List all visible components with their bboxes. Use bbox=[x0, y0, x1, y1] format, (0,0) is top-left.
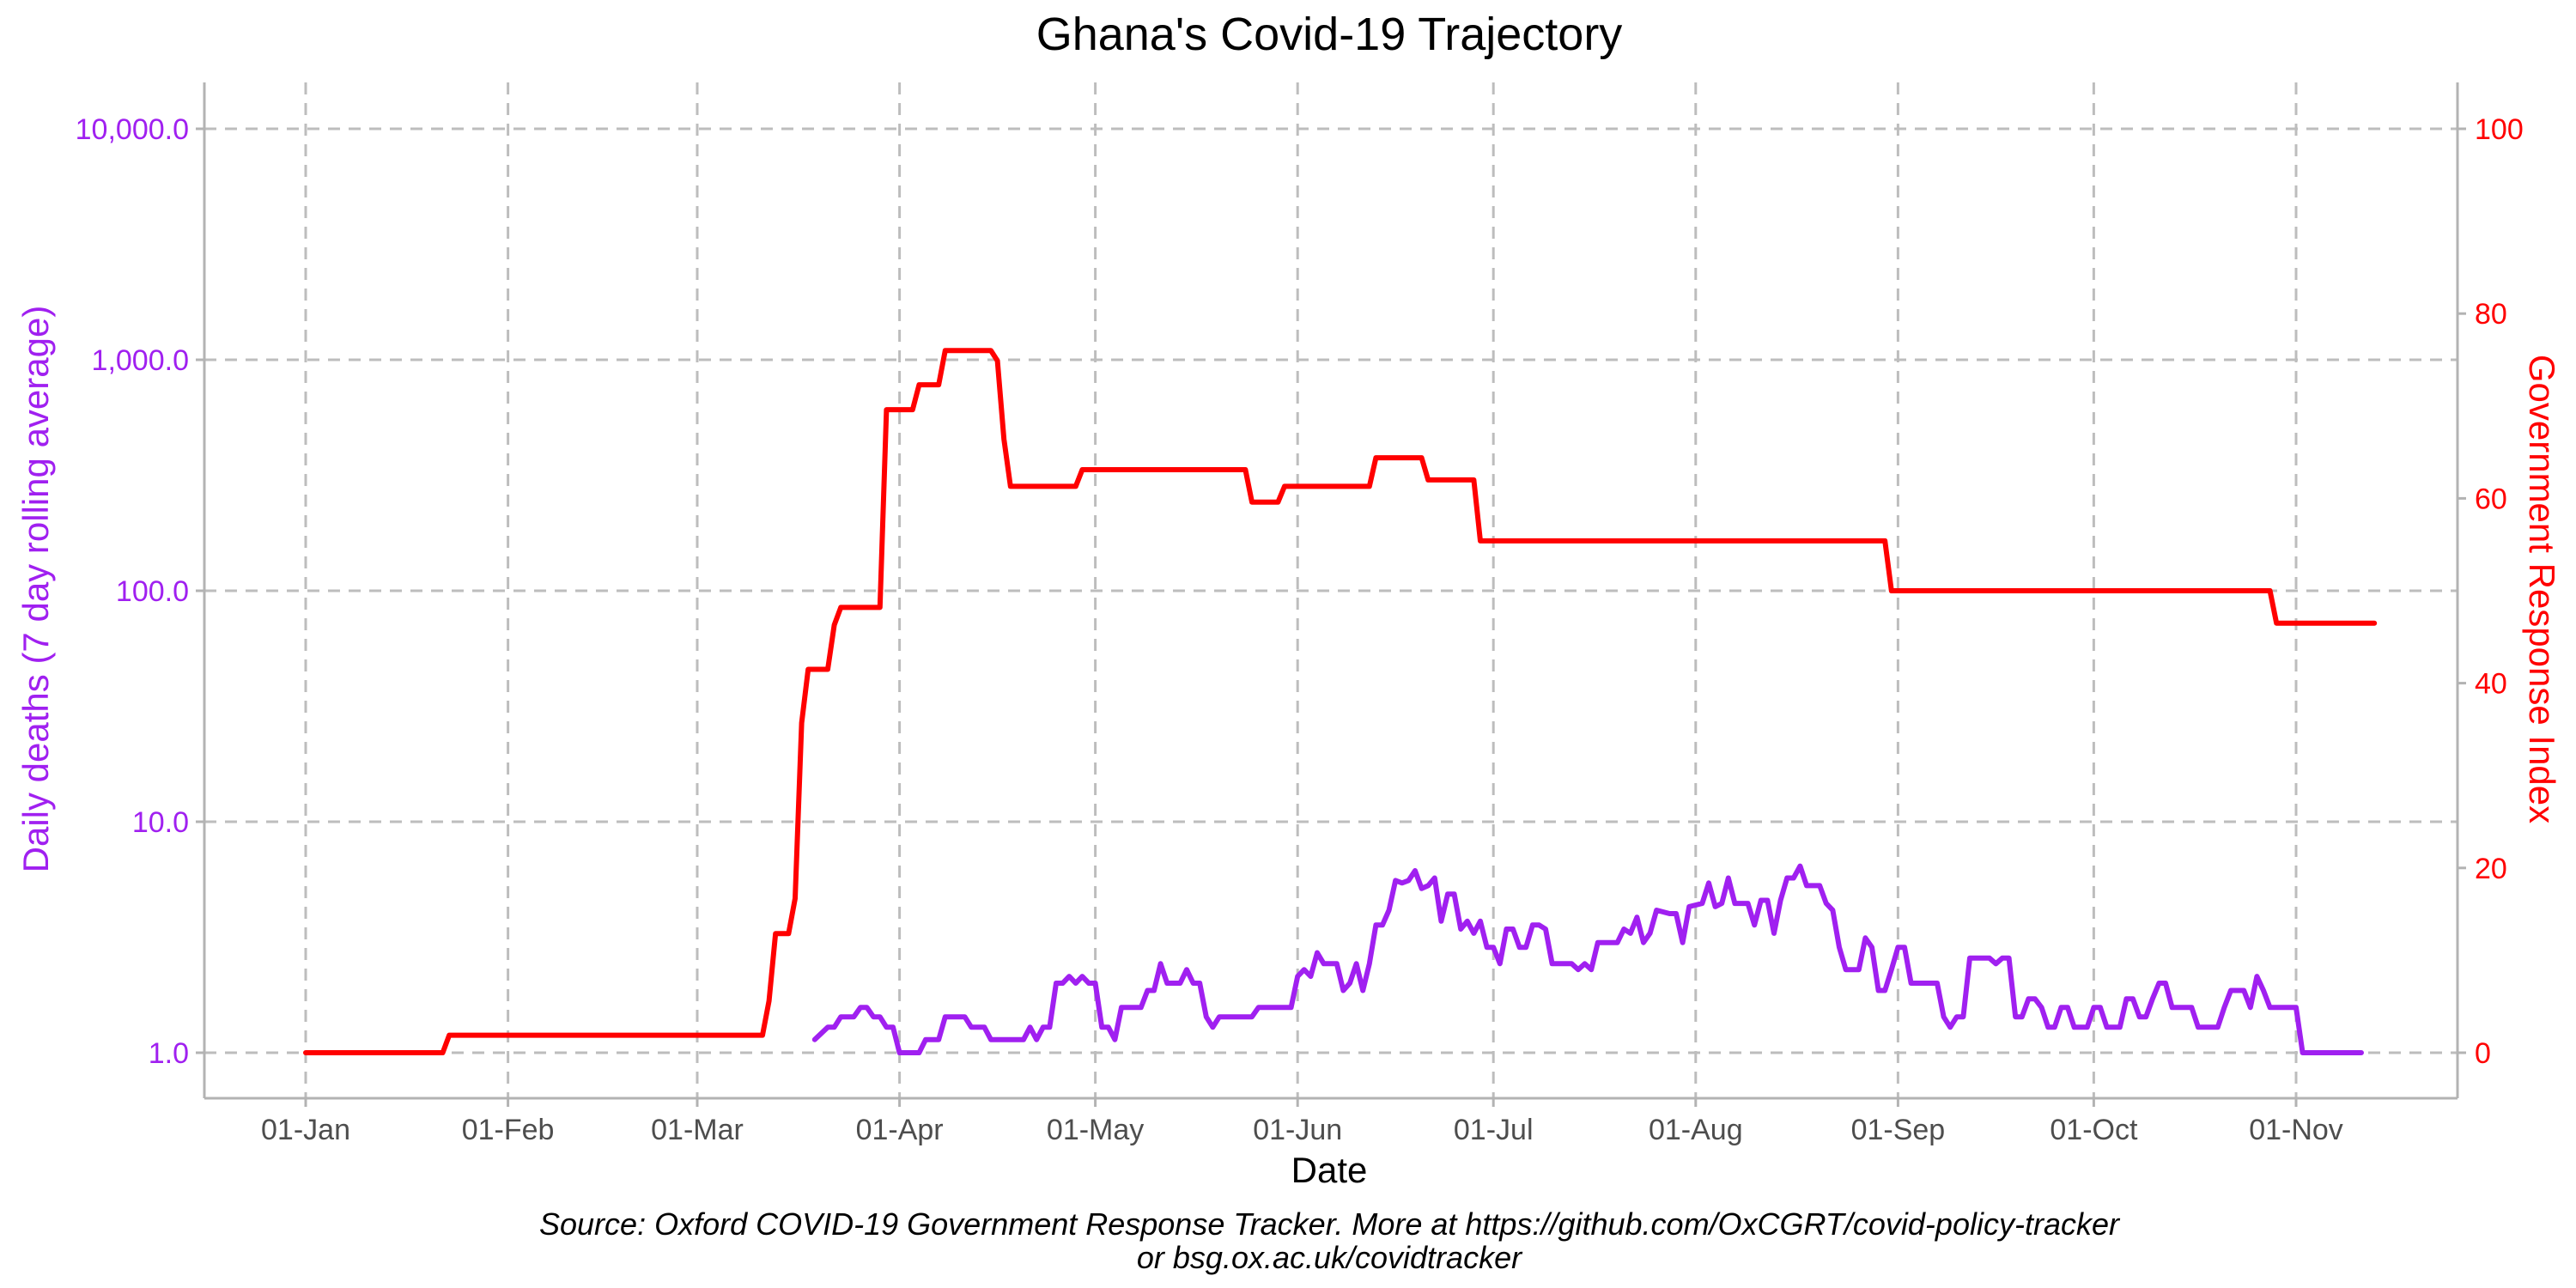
x-tick-label: 01-Apr bbox=[856, 1114, 944, 1146]
x-tick-label: 01-Jun bbox=[1253, 1114, 1342, 1146]
y-right-tick-label: 60 bbox=[2475, 483, 2507, 515]
source-caption-line2: or bsg.ox.ac.uk/covidtracker bbox=[1137, 1240, 1523, 1275]
response-index-line bbox=[303, 348, 2378, 1055]
series bbox=[303, 348, 2378, 1055]
y-axis-label-left: Daily deaths (7 day rolling average) bbox=[15, 306, 56, 873]
tick-labels: 01-Jan 01-Feb 01-Mar 01-Apr 01-May 01-Jun 01-J… bbox=[76, 113, 2524, 1146]
chart-title: Ghana's Covid-19 Trajectory bbox=[1036, 9, 1623, 60]
y-left-tick-label: 100.0 bbox=[116, 575, 189, 608]
y-left-tick-label: 10.0 bbox=[132, 806, 189, 839]
y-axis-label-right: Government Response Index bbox=[2522, 355, 2562, 823]
x-tick-label: 01-Nov bbox=[2249, 1114, 2343, 1146]
x-tick-label: 01-Oct bbox=[2050, 1114, 2138, 1146]
y-right-tick-label: 80 bbox=[2475, 298, 2507, 331]
gridlines bbox=[204, 82, 2458, 1098]
y-left-tick-label: 10,000.0 bbox=[76, 113, 189, 146]
y-left-tick-label: 1,000.0 bbox=[92, 344, 189, 377]
x-axis-label: Date bbox=[1291, 1150, 1368, 1190]
x-tick-label: 01-Mar bbox=[651, 1114, 744, 1146]
x-tick-label: 01-Sep bbox=[1851, 1114, 1946, 1146]
x-tick-label: 01-Feb bbox=[462, 1114, 555, 1146]
axes bbox=[196, 82, 2466, 1107]
source-caption-line1: Source: Oxford COVID-19 Government Respo… bbox=[539, 1206, 2121, 1242]
y-right-tick-label: 0 bbox=[2475, 1037, 2491, 1070]
y-left-tick-label: 1.0 bbox=[149, 1037, 189, 1070]
deaths-line bbox=[811, 863, 2364, 1055]
y-right-tick-label: 20 bbox=[2475, 853, 2507, 885]
y-right-tick-label: 40 bbox=[2475, 668, 2507, 701]
y-right-tick-label: 100 bbox=[2475, 113, 2524, 146]
x-tick-label: 01-Jan bbox=[261, 1114, 350, 1146]
x-tick-label: 01-Jul bbox=[1454, 1114, 1534, 1146]
x-tick-label: 01-May bbox=[1047, 1114, 1144, 1146]
x-tick-label: 01-Aug bbox=[1649, 1114, 1743, 1146]
